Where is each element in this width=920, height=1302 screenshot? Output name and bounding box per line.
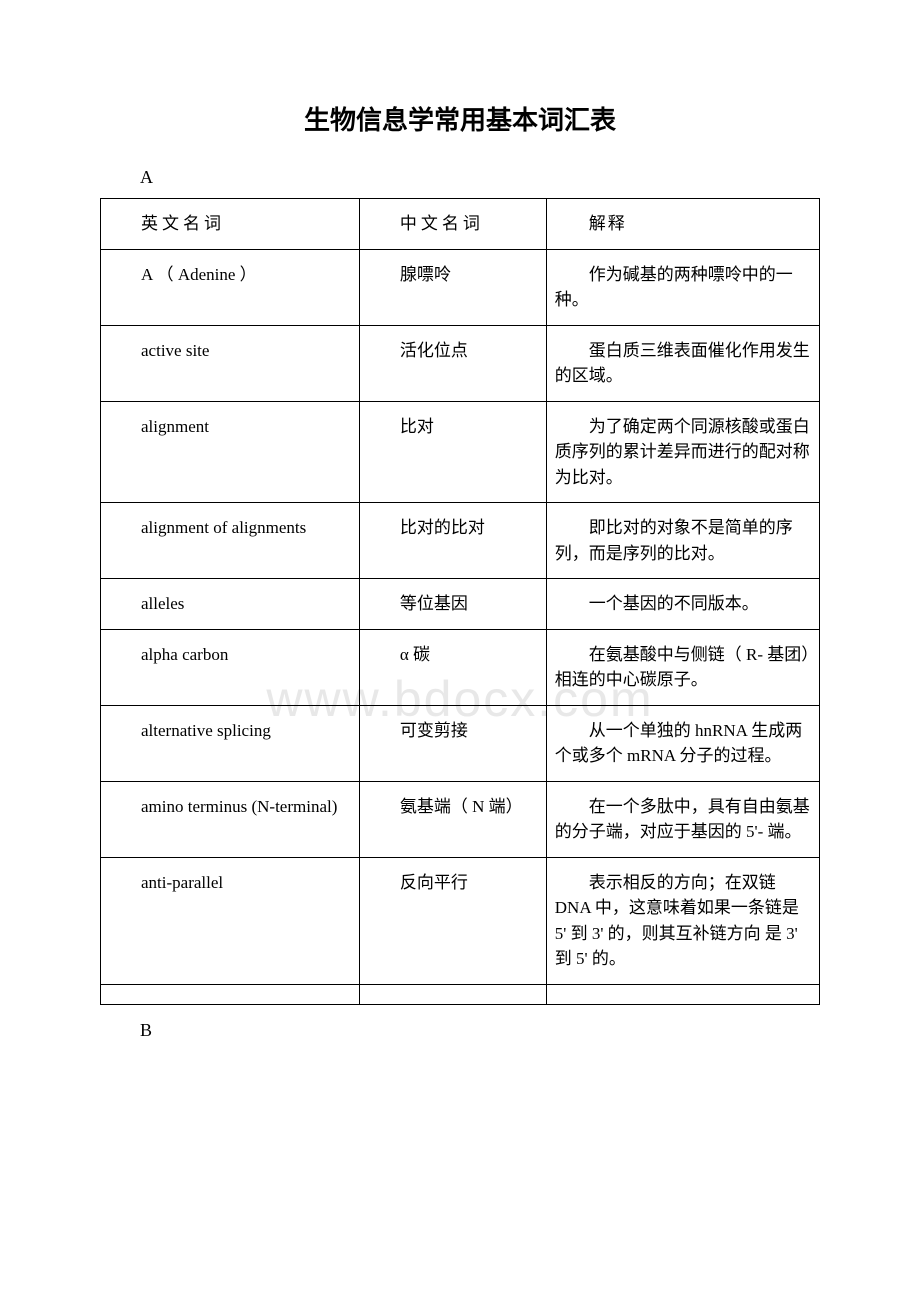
cell-chinese: 比对 [359,401,546,503]
cell-explain: 从一个单独的 hnRNA 生成两个或多个 mRNA 分子的过程。 [546,705,819,781]
cell-english: alpha carbon [101,629,360,705]
cell-chinese: 氨基端（ N 端） [359,781,546,857]
cell-english: alignment [101,401,360,503]
section-letter-b: B [140,1020,820,1041]
empty-cell [359,984,546,1004]
cell-explain: 为了确定两个同源核酸或蛋白质序列的累计差异而进行的配对称为比对。 [546,401,819,503]
glossary-table: 英文名词 中文名词 解释 A （ Adenine ） 腺嘌呤 作为碱基的两种嘌呤… [100,198,820,1005]
cell-english: amino terminus (N-terminal) [101,781,360,857]
cell-explain: 表示相反的方向；在双链 DNA 中，这意味着如果一条链是 5' 到 3' 的，则… [546,857,819,984]
section-letter-a: A [140,167,820,188]
cell-chinese: 可变剪接 [359,705,546,781]
cell-explain: 一个基因的不同版本。 [546,579,819,630]
table-row: active site 活化位点 蛋白质三维表面催化作用发生的区域。 [101,325,820,401]
table-header-row: 英文名词 中文名词 解释 [101,199,820,250]
table-row: alternative splicing 可变剪接 从一个单独的 hnRNA 生… [101,705,820,781]
cell-english: alternative splicing [101,705,360,781]
cell-chinese: 反向平行 [359,857,546,984]
table-row: alignment of alignments 比对的比对 即比对的对象不是简单… [101,503,820,579]
empty-cell [101,984,360,1004]
table-empty-row [101,984,820,1004]
cell-english: alignment of alignments [101,503,360,579]
cell-explain: 即比对的对象不是简单的序列，而是序列的比对。 [546,503,819,579]
cell-chinese: 活化位点 [359,325,546,401]
cell-english: alleles [101,579,360,630]
header-english: 英文名词 [101,199,360,250]
table-row: alleles 等位基因 一个基因的不同版本。 [101,579,820,630]
cell-explain: 蛋白质三维表面催化作用发生的区域。 [546,325,819,401]
cell-explain: 在氨基酸中与侧链（ R- 基团）相连的中心碳原子。 [546,629,819,705]
cell-chinese: 等位基因 [359,579,546,630]
cell-explain: 在一个多肽中，具有自由氨基的分子端，对应于基因的 5'- 端。 [546,781,819,857]
cell-english: A （ Adenine ） [101,249,360,325]
cell-english: anti-parallel [101,857,360,984]
cell-chinese: 比对的比对 [359,503,546,579]
table-row: A （ Adenine ） 腺嘌呤 作为碱基的两种嘌呤中的一种。 [101,249,820,325]
empty-cell [546,984,819,1004]
cell-explain: 作为碱基的两种嘌呤中的一种。 [546,249,819,325]
header-explain: 解释 [546,199,819,250]
header-chinese: 中文名词 [359,199,546,250]
cell-chinese: 腺嘌呤 [359,249,546,325]
page-title: 生物信息学常用基本词汇表 [100,100,820,137]
table-row: alignment 比对 为了确定两个同源核酸或蛋白质序列的累计差异而进行的配对… [101,401,820,503]
cell-english: active site [101,325,360,401]
table-row: alpha carbon α 碳 在氨基酸中与侧链（ R- 基团）相连的中心碳原… [101,629,820,705]
table-row: amino terminus (N-terminal) 氨基端（ N 端） 在一… [101,781,820,857]
table-row: anti-parallel 反向平行 表示相反的方向；在双链 DNA 中，这意味… [101,857,820,984]
cell-chinese: α 碳 [359,629,546,705]
